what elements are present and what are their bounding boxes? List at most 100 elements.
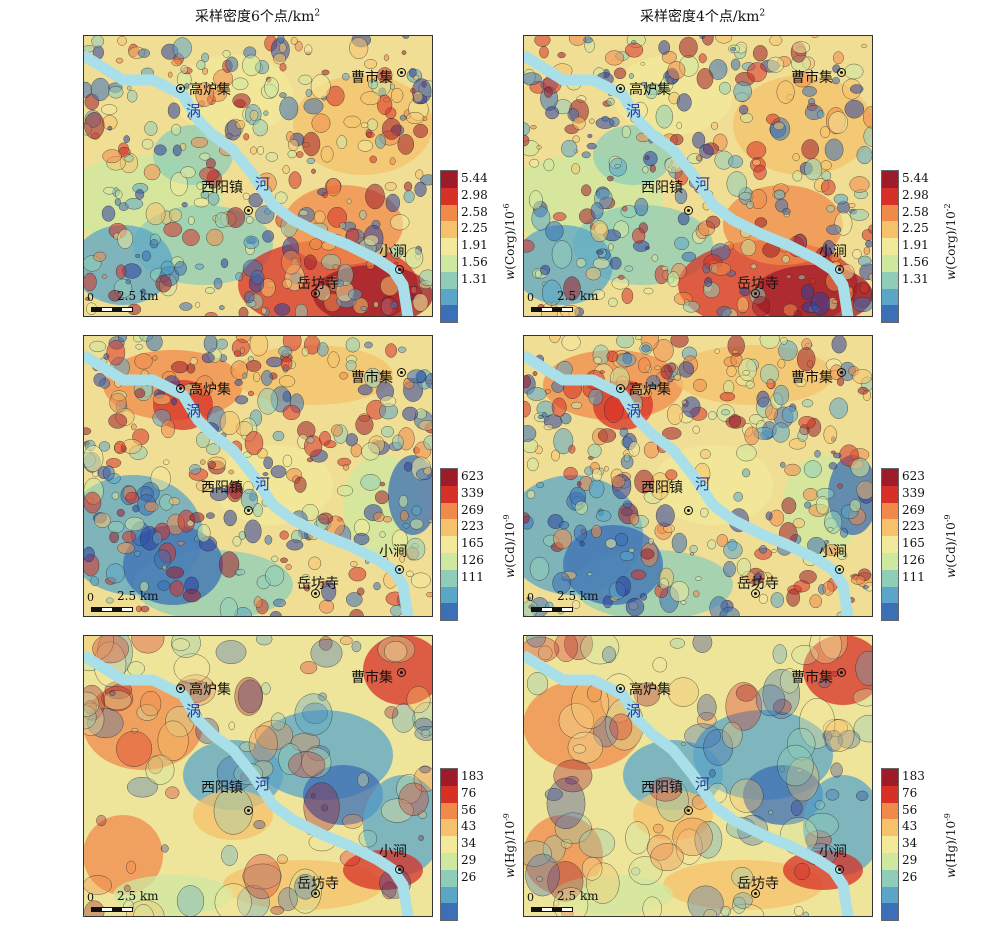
- legend-tick-label: 2.98: [902, 187, 929, 202]
- contour-blob: [83, 445, 104, 472]
- map-panel-hg-left: 高炉集 曹市集 西阳镇 小涧 岳坊寺 涡河 0 2.5 km: [83, 635, 433, 917]
- contour-blob: [287, 138, 299, 152]
- contour-blob: [605, 538, 617, 549]
- contour-blob: [231, 77, 249, 91]
- contour-blob: [220, 258, 229, 269]
- town-marker-yuefangsi: [311, 889, 320, 898]
- contour-blob: [547, 861, 584, 902]
- legend-title: w(Cd)/10-9: [943, 514, 958, 578]
- contour-blob: [126, 776, 158, 798]
- town-marker-caoshiji: [397, 368, 406, 377]
- contour-blob: [680, 742, 686, 746]
- contour-blob: [804, 501, 812, 509]
- contour-blob: [382, 516, 393, 523]
- legend-swatch: [882, 519, 898, 537]
- contour-blob: [703, 909, 718, 917]
- contour-blob: [278, 375, 296, 388]
- contour-blob: [306, 745, 331, 761]
- contour-blob: [830, 762, 843, 778]
- legend-tick-label: 165: [461, 536, 484, 551]
- town-marker-yuefangsi: [751, 889, 760, 898]
- contour-blob: [144, 121, 158, 136]
- legend-tick-label: 1.56: [902, 255, 929, 269]
- contour-blob: [361, 442, 380, 461]
- heatmap-canvas: [83, 635, 433, 917]
- contour-blob: [130, 423, 137, 431]
- contour-blob: [551, 397, 567, 417]
- contour-blob: [206, 228, 224, 247]
- contour-blob: [171, 635, 201, 658]
- contour-blob: [201, 352, 215, 364]
- contour-blob: [244, 431, 264, 456]
- contour-blob: [613, 67, 627, 80]
- legend-cd-left: [440, 468, 458, 622]
- town-marker-gaoluji: [616, 684, 625, 693]
- contour-blob: [320, 145, 334, 163]
- contour-blob: [206, 443, 221, 455]
- contour-blob: [189, 464, 202, 475]
- contour-blob: [373, 301, 379, 308]
- town-label-xiaojian: 小涧: [819, 844, 847, 860]
- contour-blob: [398, 494, 409, 508]
- contour-blob: [849, 499, 861, 512]
- contour-blob: [149, 239, 159, 249]
- contour-blob: [773, 384, 790, 406]
- contour-blob: [779, 461, 786, 468]
- contour-blob: [791, 41, 811, 54]
- contour-blob: [693, 590, 700, 598]
- contour-blob: [827, 527, 834, 532]
- contour-blob: [261, 369, 273, 386]
- contour-blob: [676, 93, 692, 112]
- contour-blob: [190, 136, 208, 148]
- legend-tick-label: 26: [902, 869, 918, 884]
- map-frame: [83, 35, 433, 317]
- contour-blob: [215, 338, 228, 350]
- contour-blob: [255, 205, 275, 224]
- contour-blob: [776, 80, 795, 104]
- contour-blob: [215, 640, 247, 665]
- legend-tick-label: 126: [461, 553, 484, 567]
- contour-blob: [593, 356, 602, 365]
- contour-blob: [157, 580, 171, 591]
- contour-blob: [84, 112, 105, 140]
- contour-blob: [282, 404, 301, 421]
- contour-blob: [628, 856, 663, 886]
- contour-blob: [176, 885, 205, 917]
- legend-swatch: [441, 802, 457, 820]
- contour-blob: [581, 184, 592, 197]
- contour-blob: [823, 544, 841, 556]
- contour-blob: [778, 765, 786, 773]
- contour-blob: [609, 713, 633, 741]
- contour-blob: [617, 274, 625, 280]
- legend-tick-label: 111: [461, 569, 484, 584]
- contour-blob: [720, 906, 732, 917]
- scale-zero: 0: [527, 591, 534, 604]
- contour-blob: [662, 427, 682, 440]
- contour-blob: [707, 539, 717, 550]
- contour-blob: [249, 109, 259, 121]
- contour-blob: [125, 899, 165, 917]
- contour-blob: [792, 518, 805, 529]
- contour-blob: [321, 804, 329, 812]
- contour-blob: [169, 580, 184, 597]
- contour-blob: [695, 154, 702, 162]
- contour-blob: [814, 800, 825, 810]
- contour-blob: [282, 278, 293, 289]
- legend-swatch: [882, 802, 898, 820]
- scale-label: 2.5 km: [117, 289, 159, 303]
- contour-blob: [145, 754, 175, 785]
- legend-tick-label: 5.44: [461, 171, 488, 185]
- town-marker-caoshiji: [837, 668, 846, 677]
- contour-blob: [126, 860, 137, 874]
- contour-blob: [252, 503, 263, 518]
- contour-blob: [117, 228, 134, 249]
- contour-blob: [580, 635, 620, 665]
- contour-blob: [545, 221, 564, 242]
- contour-blob: [350, 560, 358, 567]
- contour-blob: [597, 428, 617, 443]
- contour-blob: [714, 348, 720, 354]
- contour-blob: [559, 521, 570, 530]
- contour-blob: [141, 250, 151, 262]
- contour-blob: [105, 457, 122, 468]
- contour-blob: [700, 507, 709, 518]
